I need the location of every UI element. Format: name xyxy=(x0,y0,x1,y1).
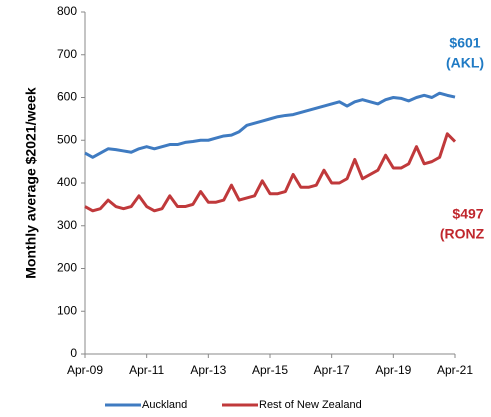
y-axis-label: Monthly average $2021/week xyxy=(23,87,39,279)
y-tick-label: 800 xyxy=(57,4,77,18)
annotation: (RONZ xyxy=(440,226,485,242)
x-tick-label: Apr-21 xyxy=(437,363,473,377)
series-line xyxy=(84,91,456,159)
x-tick-label: Apr-11 xyxy=(129,363,164,377)
y-tick-label: 300 xyxy=(57,218,77,232)
y-tick-label: 700 xyxy=(57,47,77,61)
y-tick-label: 400 xyxy=(57,175,77,189)
y-tick-label: 200 xyxy=(57,261,77,275)
x-tick-label: Apr-19 xyxy=(375,363,411,377)
y-tick-label: 100 xyxy=(57,303,77,317)
y-tick-label: 0 xyxy=(70,346,77,360)
x-tick-label: Apr-17 xyxy=(314,363,350,377)
y-tick-label: 500 xyxy=(57,132,77,146)
y-tick-label: 600 xyxy=(57,90,77,104)
annotation: (AKL) xyxy=(446,55,484,71)
annotation: $497 xyxy=(452,206,483,222)
legend-label: Auckland xyxy=(142,399,187,411)
legend-label: Rest of New Zealand xyxy=(259,399,362,411)
annotation: $601 xyxy=(449,35,480,51)
series-line xyxy=(84,132,457,213)
x-tick-label: Apr-13 xyxy=(190,363,226,377)
x-tick-label: Apr-09 xyxy=(67,363,103,377)
x-tick-label: Apr-15 xyxy=(252,363,288,377)
